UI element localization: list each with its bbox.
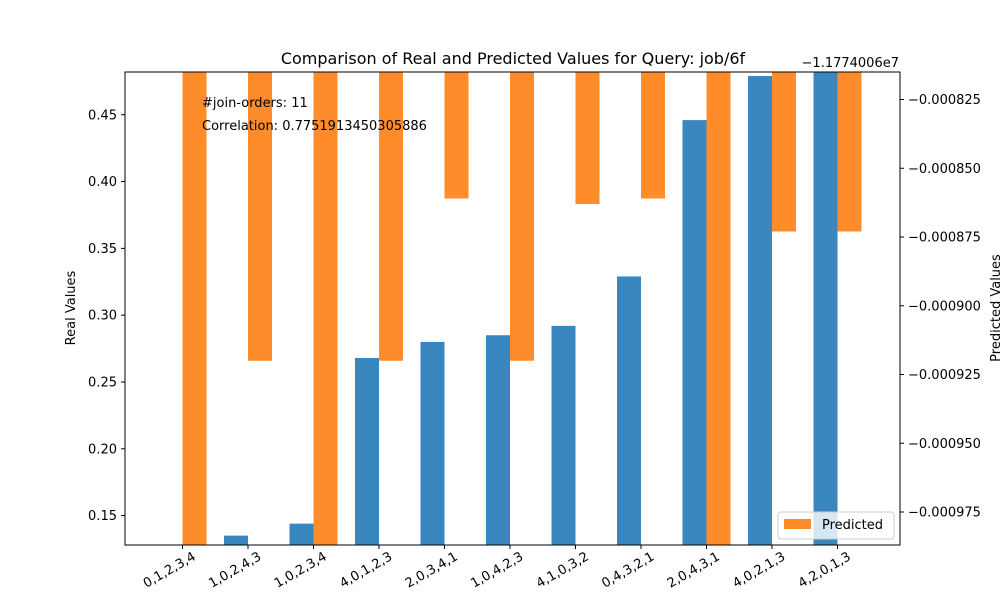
y-tick-label: 0.20 [88, 442, 117, 457]
real-bar [420, 341, 445, 545]
real-bar [682, 120, 707, 546]
real-bar [617, 276, 641, 545]
predicted-bar [510, 72, 534, 361]
y2-tick-label: −0.000825 [908, 93, 981, 108]
y2-tick-label: −0.000875 [908, 231, 981, 246]
x-axis: 0,1,2,3,4 1,0,2,4,3 1,0,2,3,4 4,0,1,2,3 2,0,… [141, 545, 854, 591]
predicted-bar [182, 72, 207, 545]
real-bar [813, 72, 838, 545]
real-bar [551, 325, 576, 545]
y-tick-label: 0.35 [88, 242, 117, 257]
predicted-bar [379, 72, 403, 361]
y2-tick-label: −0.000975 [908, 506, 981, 521]
x-tick-label: 4,1,0,3,2 [534, 549, 592, 591]
predicted-bar [706, 72, 731, 545]
legend-label: Predicted [822, 518, 883, 533]
predicted-bar [444, 72, 469, 199]
real-bar [355, 357, 379, 545]
x-tick-label: 1,0,2,3,4 [272, 549, 330, 591]
x-tick-label: 4,0,1,2,3 [337, 549, 395, 591]
y2-axis-label: Predicted Values [989, 254, 1000, 362]
y-tick-label: 0.30 [88, 309, 117, 324]
x-tick-label: 0,1,2,3,4 [141, 549, 199, 591]
x-tick-label: 2,0,3,4,1 [403, 549, 461, 591]
x-tick-label: 1,0,4,2,3 [468, 549, 526, 591]
y2-tick-label: −0.000950 [908, 437, 981, 452]
x-tick-label: 4,0,2,1,3 [730, 549, 788, 591]
real-bar [748, 76, 772, 545]
predicted-bar [837, 72, 862, 232]
real-bar [486, 335, 510, 545]
y-axis-right: −0.000825 −0.000850 −0.000875 −0.000900 −0.0… [900, 93, 981, 521]
predicted-bar [248, 72, 272, 361]
x-tick-label: 1,0,2,4,3 [206, 549, 264, 591]
real-bar [224, 535, 248, 545]
x-tick-label: 0,4,3,2,1 [599, 549, 657, 591]
y-axis-left: 0.15 0.20 0.25 0.30 0.35 0.40 0.45 [88, 108, 125, 524]
predicted-bar [641, 72, 665, 199]
plot-frame [124, 71, 901, 546]
y2-tick-label: −0.000900 [908, 299, 981, 314]
y-tick-label: 0.25 [88, 375, 117, 390]
y-axis-label: Real Values [64, 270, 79, 345]
legend: Predicted [777, 511, 895, 540]
chart-title: Comparison of Real and Predicted Values … [281, 49, 746, 68]
legend-box [777, 511, 895, 540]
predicted-bars [182, 72, 862, 545]
annotation-join-orders: #join-orders: 11 [202, 96, 308, 111]
y2-tick-label: −0.000925 [908, 368, 981, 383]
y2-offset-text: −1.1774006e7 [802, 56, 899, 71]
annotation-correlation: Correlation: 0.7751913450305886 [202, 119, 427, 134]
real-bars [224, 72, 838, 546]
predicted-bar [313, 72, 338, 545]
predicted-bar [772, 72, 796, 232]
real-bar [289, 523, 314, 545]
x-tick-label: 4,2,0,1,3 [796, 549, 854, 591]
y2-tick-label: −0.000850 [908, 162, 981, 177]
legend-swatch [784, 519, 811, 529]
y-tick-label: 0.40 [88, 175, 117, 190]
y-tick-label: 0.15 [88, 509, 117, 524]
predicted-bar [575, 72, 600, 204]
y-tick-label: 0.45 [88, 108, 117, 123]
x-tick-label: 2,0,4,3,1 [665, 549, 723, 591]
